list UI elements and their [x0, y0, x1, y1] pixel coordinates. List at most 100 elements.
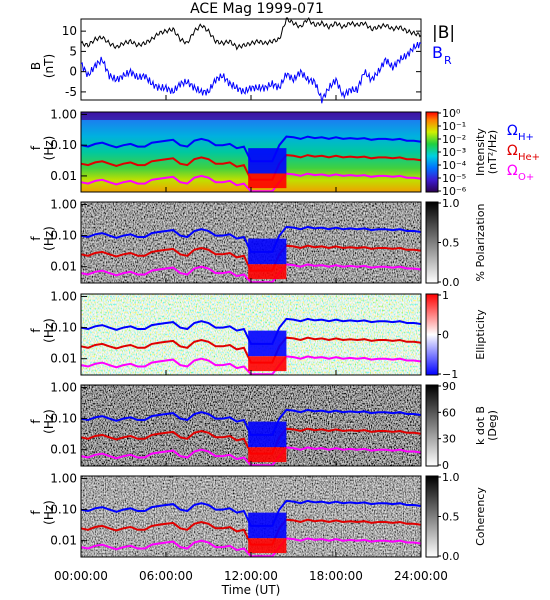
chart-title: ACE Mag 1999-071: [190, 1, 324, 17]
y-tick-label: 0.01: [50, 443, 77, 457]
event-block-h: [248, 148, 287, 174]
y-axis-label: f: [29, 510, 43, 515]
y-axis-label: f: [29, 236, 43, 241]
polarization-panel: 1.00 0.10 0.01 f (Hz) 1.0 0.5 0.0 % Polarization: [29, 197, 487, 289]
colorbar-unit: (Deg): [486, 410, 499, 441]
colorbar-tick-label: 10⁻¹: [442, 120, 466, 133]
y-tick-label: 10: [62, 24, 77, 38]
kdotb-colorbar: [425, 384, 439, 467]
y-tick-label: 5: [69, 44, 77, 58]
ellipticity-colorbar: [425, 293, 439, 376]
kdotb-panel: 1.00 0.10 0.01 f (Hz) 90 60 30 0 k dot B (Deg): [29, 380, 499, 472]
x-tick-label: 24:00:00: [394, 569, 448, 583]
mag-ylabel: B: [29, 62, 43, 70]
colorbar-tick-label: 10⁰: [442, 107, 461, 120]
event-block-h: [248, 512, 287, 539]
mag-panel: ACE Mag 1999-071 -5 0 5 10 B (nT) |B| B R: [29, 1, 455, 104]
y-tick-label: 1.00: [50, 471, 77, 485]
y-tick-label: -5: [65, 85, 77, 99]
intensity-panel: 1.00 0.10 0.01 f (Hz) 10⁰10⁻¹10⁻²10⁻³10⁻⁴10⁻⁵…: [29, 107, 499, 198]
x-tick-label: 06:00:00: [139, 569, 193, 583]
y-tick-label: 0: [69, 65, 77, 79]
spectrogram-panels: 1.000.100.01f (Hz)10⁰10⁻¹10⁻²10⁻³10⁻⁴10⁻⁵…: [29, 107, 499, 563]
colorbar-tick-label: 0.5: [442, 237, 460, 250]
colorbar-tick-label: 10⁻²: [442, 133, 466, 146]
y-axis-label: f: [29, 328, 43, 333]
mag-y-ticks: -5 0 5 10: [62, 24, 422, 100]
y-axis-unit: (Hz): [42, 409, 56, 434]
y-axis-unit: (Hz): [42, 318, 56, 343]
colorbar-label: Intensity: [474, 128, 487, 176]
colorbar-tick-label: 60: [442, 406, 456, 419]
event-block-he: [248, 356, 287, 372]
colorbar-unit: (nT²/Hz): [486, 130, 499, 174]
colorbar-tick-label: 0.0: [442, 276, 460, 289]
y-axis-unit: (Hz): [42, 500, 56, 525]
y-tick-label: 0.01: [50, 260, 77, 274]
y-tick-label: 1.00: [50, 197, 77, 211]
y-axis-label: f: [29, 145, 43, 150]
y-tick-label: 0.10: [50, 412, 77, 426]
legend-absb: |B|: [432, 23, 455, 43]
br-line: [80, 41, 422, 104]
colorbar-tick-label: 30: [442, 433, 456, 446]
y-tick-label: 0.10: [50, 321, 77, 335]
legend-omega-o-sub: O+: [518, 172, 534, 183]
legend-omega-h-sub: H+: [518, 132, 534, 143]
x-tick-label: 18:00:00: [309, 569, 363, 583]
y-axis-unit: (Hz): [42, 136, 56, 161]
colorbar-tick-label: −1: [442, 368, 458, 381]
legend-omega-h: Ω: [507, 123, 518, 139]
coherency-panel: 1.00 0.10 0.01 f (Hz) 1.0 0.5 0.0 Coherency: [29, 471, 487, 563]
event-block-he: [248, 538, 287, 554]
ellipticity-panel: 1.00 0.10 0.01 f (Hz) 1 0 −1 Ellipticity: [29, 289, 487, 381]
event-block-he: [248, 264, 287, 280]
colorbar-tick-label: 10⁻⁴: [442, 159, 467, 172]
colorbar-tick-label: 0: [442, 329, 449, 342]
x-axis-label: Time (UT): [221, 583, 281, 597]
event-block-h: [248, 330, 287, 357]
event-block-h: [248, 421, 287, 448]
y-axis-label: f: [29, 419, 43, 424]
y-tick-label: 1.00: [50, 107, 77, 121]
x-axis: 00:00:00 06:00:00 12:00:00 18:00:00 24:0…: [54, 569, 448, 597]
colorbar-tick-label: 1: [442, 289, 449, 302]
mag-lines: [80, 16, 422, 104]
x-tick-label: 00:00:00: [54, 569, 108, 583]
y-tick-label: 0.10: [50, 503, 77, 517]
y-tick-label: 0.01: [50, 352, 77, 366]
y-tick-label: 1.00: [50, 380, 77, 394]
y-tick-label: 0.10: [50, 229, 77, 243]
x-tick-label: 12:00:00: [224, 569, 278, 583]
coherency-colorbar: [425, 475, 439, 558]
y-tick-label: 0.01: [50, 169, 77, 183]
intensity-colorbar: [425, 111, 439, 193]
absb-line: [80, 16, 422, 51]
gyro-legend: Ω H+ Ω He+ Ω O+: [507, 123, 540, 183]
colorbar-label: Ellipticity: [474, 309, 487, 360]
y-tick-label: 0.01: [50, 534, 77, 548]
legend-br-sub: R: [444, 54, 452, 67]
colorbar-tick-label: 10⁻⁵: [442, 172, 466, 185]
colorbar-label: k dot B: [474, 406, 487, 445]
colorbar-label: % Polarization: [474, 204, 487, 282]
event-block-h: [248, 238, 287, 265]
mag-yunit: (nT): [42, 54, 56, 78]
colorbar-tick-label: 0.5: [442, 511, 460, 524]
colorbar-tick-label: 10⁻⁶: [442, 185, 467, 198]
legend-omega-o: Ω: [507, 163, 518, 179]
legend-br-main: B: [432, 43, 443, 62]
colorbar-tick-label: 10⁻³: [442, 146, 466, 159]
colorbar-tick-label: 0.0: [442, 550, 460, 563]
event-block-he: [248, 447, 287, 463]
intensity-top-band: [81, 112, 421, 120]
y-tick-label: 1.00: [50, 289, 77, 303]
mag-frame: [80, 18, 422, 101]
legend-omega-he: Ω: [507, 143, 518, 159]
colorbar-tick-label: 90: [442, 380, 456, 393]
colorbar-tick-label: 0: [442, 459, 449, 472]
legend-omega-he-sub: He+: [518, 152, 540, 163]
y-tick-label: 0.10: [50, 138, 77, 152]
polarization-colorbar: [425, 201, 439, 284]
